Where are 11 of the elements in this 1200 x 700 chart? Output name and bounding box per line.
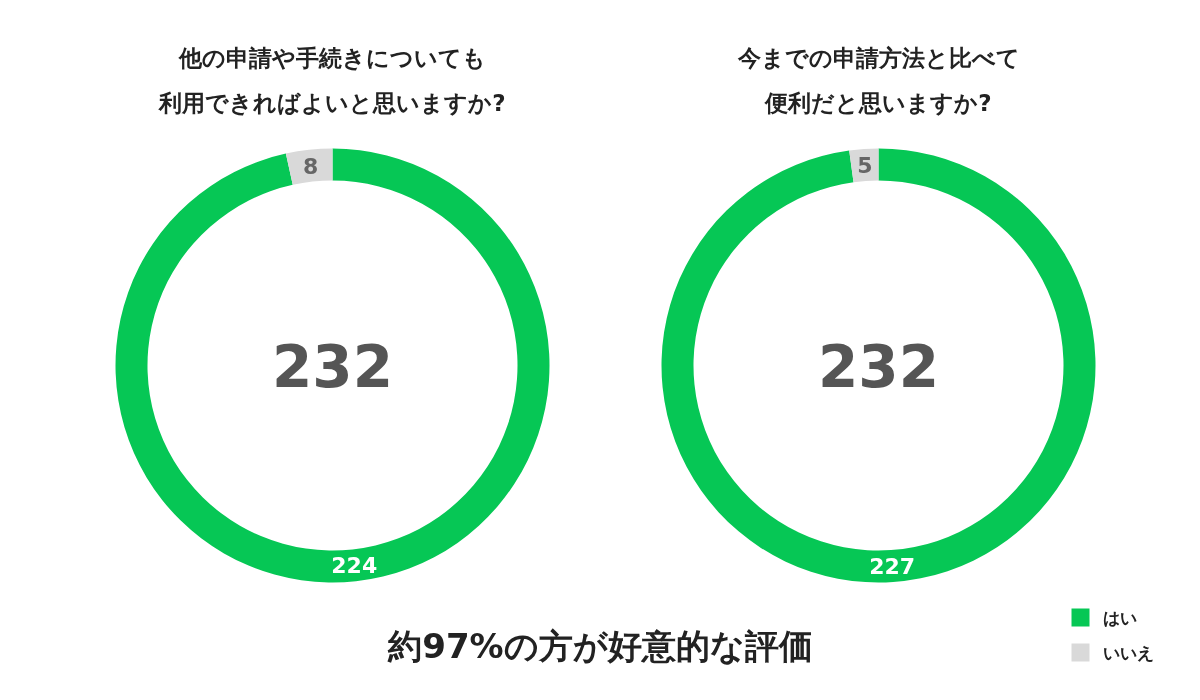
text: 約97%の方が好意的な評価 bbox=[387, 625, 813, 666]
data-label: 5 bbox=[857, 152, 873, 178]
data-label: 224 bbox=[331, 553, 378, 579]
text: 232 bbox=[817, 333, 940, 401]
data-label: 227 bbox=[869, 554, 916, 580]
data-label: 8 bbox=[303, 153, 319, 179]
chart-title: 他の申請や手続きについても利用できればよいと思いますか? bbox=[158, 44, 506, 116]
legend-label: いいえ bbox=[1102, 642, 1154, 663]
text: 232 bbox=[271, 333, 394, 401]
chart-title: 今までの申請方法と比べて便利だと思いますか? bbox=[736, 44, 1020, 116]
legend-label: はい bbox=[1102, 607, 1137, 628]
